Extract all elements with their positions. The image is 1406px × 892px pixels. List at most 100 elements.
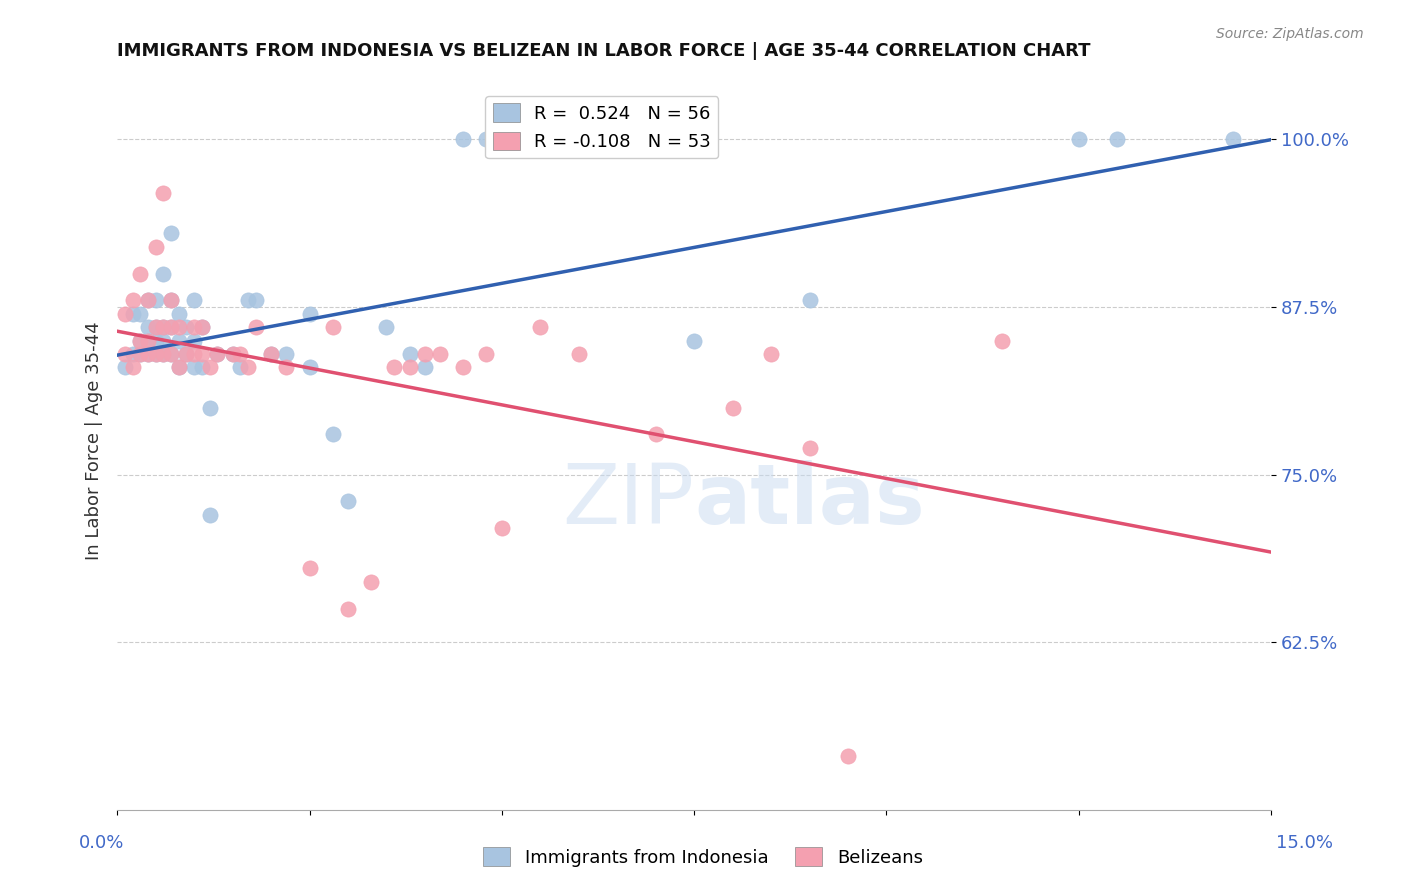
Point (152, 347, 174, 361)
Point (413, 347, 436, 361)
Point (491, 521, 513, 535)
Point (167, 320, 190, 334)
Point (121, 293, 143, 308)
Point (759, 347, 782, 361)
Point (152, 334, 174, 348)
Point (191, 360, 214, 375)
Point (136, 334, 159, 348)
Point (991, 334, 1014, 348)
Point (336, 601, 359, 615)
Point (160, 347, 183, 361)
Point (176, 347, 198, 361)
Point (429, 347, 451, 361)
Point (183, 347, 205, 361)
Point (183, 293, 205, 308)
Point (453, 360, 475, 375)
Point (276, 360, 298, 375)
Point (121, 360, 143, 375)
Point (1107, 132, 1129, 146)
Point (145, 320, 167, 334)
Point (145, 347, 167, 361)
Point (198, 360, 221, 375)
Point (121, 307, 143, 321)
Text: 15.0%: 15.0% (1277, 834, 1333, 852)
Point (191, 320, 214, 334)
Point (205, 347, 228, 361)
Point (152, 320, 174, 334)
Point (114, 360, 136, 375)
Point (221, 347, 243, 361)
Point (245, 293, 267, 308)
Point (176, 320, 198, 334)
Point (221, 347, 243, 361)
Point (799, 293, 821, 308)
Point (114, 307, 136, 321)
Text: ZIP: ZIP (562, 459, 695, 541)
Point (1067, 132, 1090, 146)
Point (644, 427, 666, 442)
Point (205, 347, 228, 361)
Point (453, 132, 475, 146)
Point (191, 320, 214, 334)
Legend: R =  0.524   N = 56, R = -0.108   N = 53: R = 0.524 N = 56, R = -0.108 N = 53 (485, 96, 718, 159)
Point (375, 320, 398, 334)
Point (152, 186, 174, 200)
Text: atlas: atlas (695, 459, 925, 541)
Point (322, 320, 344, 334)
Point (568, 347, 591, 361)
Point (475, 132, 498, 146)
Point (413, 360, 436, 375)
Point (167, 360, 190, 375)
Point (145, 320, 167, 334)
Point (145, 334, 167, 348)
Point (229, 360, 252, 375)
Point (167, 307, 190, 321)
Point (322, 427, 344, 442)
Point (568, 132, 591, 146)
Point (1222, 132, 1244, 146)
Point (152, 267, 174, 281)
Point (398, 347, 420, 361)
Point (475, 347, 498, 361)
Point (129, 267, 152, 281)
Point (145, 240, 167, 254)
Point (276, 347, 298, 361)
Point (236, 293, 259, 308)
Point (160, 293, 183, 308)
Point (183, 320, 205, 334)
Point (160, 227, 183, 241)
Point (160, 320, 183, 334)
Point (167, 360, 190, 375)
Point (229, 347, 252, 361)
Point (298, 561, 321, 575)
Point (799, 441, 821, 455)
Point (837, 749, 859, 764)
Point (260, 347, 283, 361)
Point (298, 360, 321, 375)
Point (145, 347, 167, 361)
Point (683, 334, 706, 348)
Point (136, 334, 159, 348)
Point (398, 360, 420, 375)
Point (245, 320, 267, 334)
Point (129, 347, 152, 361)
Point (129, 334, 152, 348)
Point (129, 307, 152, 321)
Point (176, 347, 198, 361)
Point (145, 293, 167, 308)
Point (360, 574, 382, 589)
Point (160, 293, 183, 308)
Point (183, 334, 205, 348)
Point (160, 320, 183, 334)
Point (721, 401, 744, 415)
Point (160, 347, 183, 361)
Point (152, 347, 174, 361)
Point (129, 347, 152, 361)
Point (129, 334, 152, 348)
Point (298, 307, 321, 321)
Point (198, 508, 221, 522)
Point (183, 360, 205, 375)
Point (167, 334, 190, 348)
Point (136, 347, 159, 361)
Point (152, 320, 174, 334)
